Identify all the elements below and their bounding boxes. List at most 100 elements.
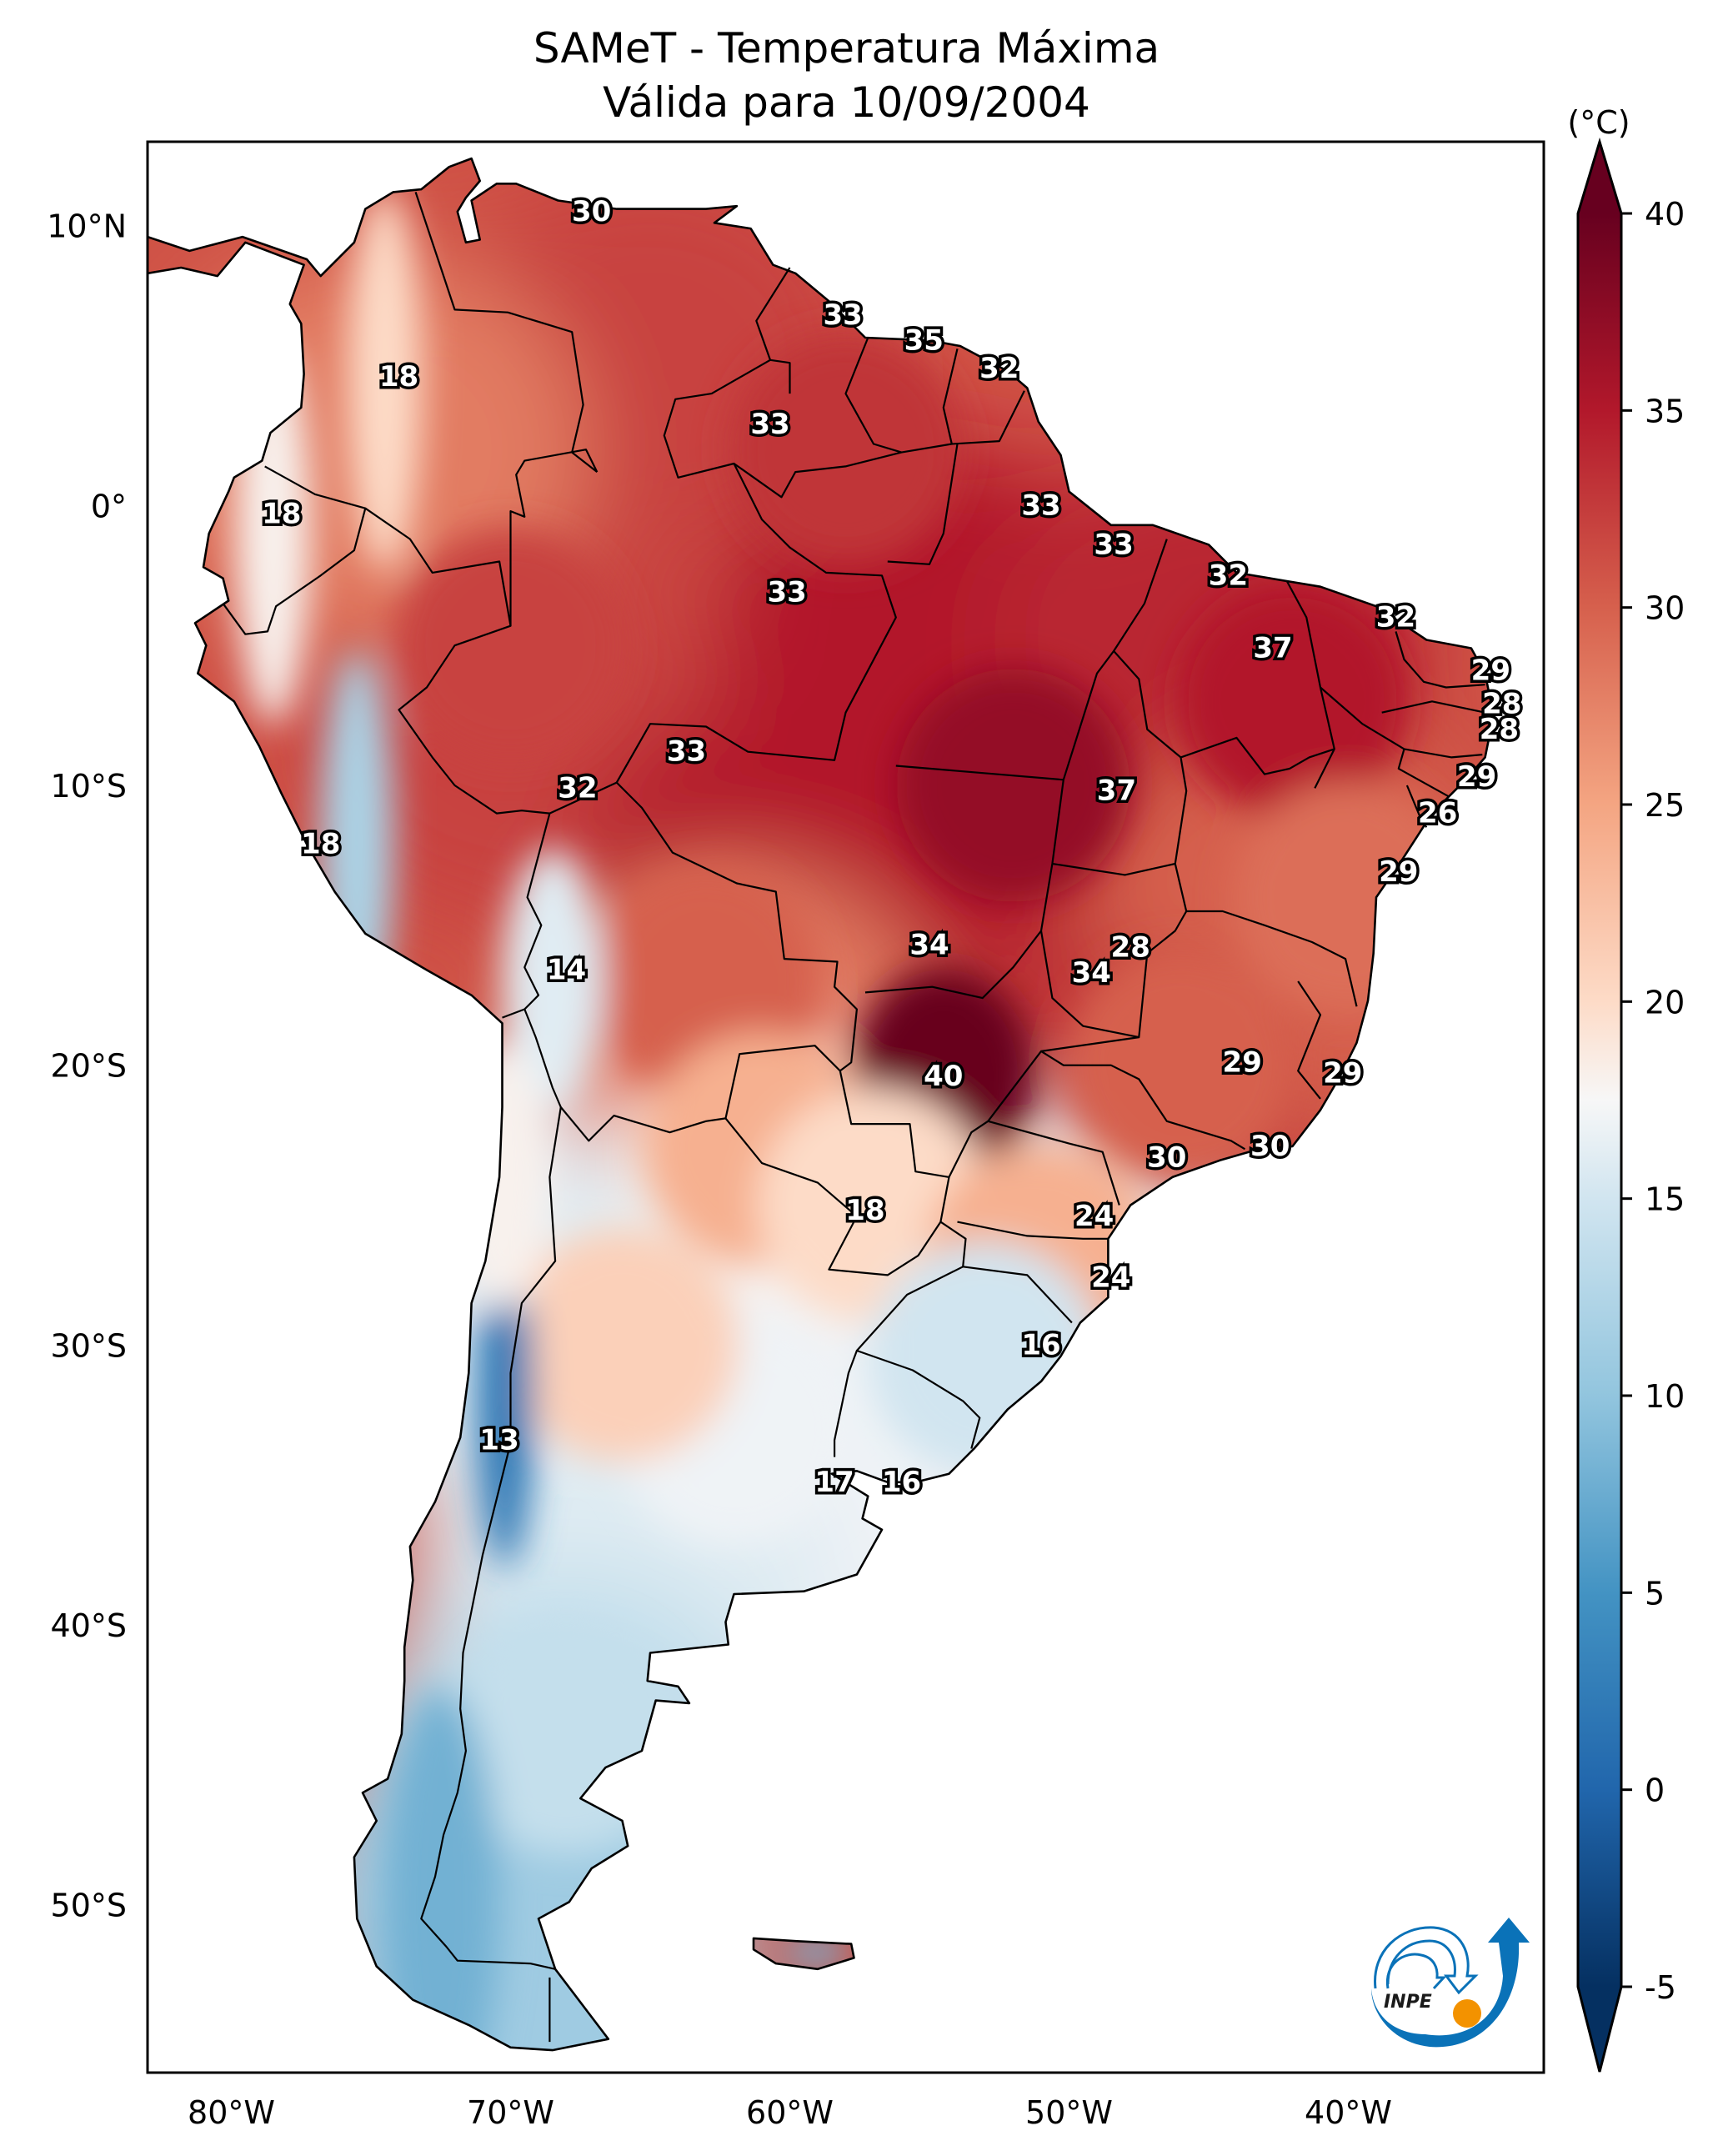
- colorbar-tick-label: -5: [1645, 1969, 1676, 2006]
- contour-label: 33: [1021, 489, 1060, 522]
- border-line: [1397, 749, 1450, 798]
- x-tick-label: 40°W: [1305, 2094, 1392, 2131]
- y-tick-label: 20°S: [51, 1048, 127, 1085]
- contour-label: 30: [1147, 1141, 1186, 1174]
- contour-label: 26: [1418, 797, 1457, 830]
- contour-label: 28: [1482, 688, 1521, 721]
- border-line: [615, 463, 897, 784]
- contour-label: 32: [1376, 601, 1415, 634]
- contour-label: 13: [479, 1423, 518, 1457]
- contour-label: 40: [924, 1060, 963, 1093]
- contour-label: 33: [750, 408, 789, 441]
- field-region-altiplano: [502, 847, 603, 1115]
- border-line: [398, 449, 858, 1072]
- y-tick-label: 0°: [91, 488, 127, 524]
- contour-label: 29: [1457, 760, 1496, 794]
- colorbar: (°C) 40 35 30 25 20 15 10 5 0 -5: [1567, 104, 1685, 2073]
- border-line: [1180, 736, 1335, 775]
- border-line: [864, 765, 1064, 1000]
- border-line: [222, 465, 367, 635]
- field-region-amazon-north: [729, 333, 963, 567]
- border-line: [1040, 1050, 1246, 1151]
- inner-orbit-icon: [1385, 1953, 1447, 1990]
- contour-label: 18: [379, 360, 418, 394]
- contour-label: 29: [1223, 1045, 1262, 1079]
- border-line: [1052, 862, 1176, 876]
- colorbar-tick-label: 10: [1645, 1378, 1685, 1415]
- chart-title: SAMeT - Temperatura Máxima: [533, 24, 1160, 73]
- field-region-northeast-brazil: [1175, 584, 1410, 819]
- x-tick-label: 60°W: [746, 2094, 834, 2131]
- contour-label: 30: [572, 195, 611, 228]
- x-axis: 80°W 70°W 60°W 50°W 40°W: [188, 2094, 1392, 2131]
- contour-label: 18: [262, 497, 301, 530]
- contour-label: 34: [1072, 956, 1111, 990]
- y-tick-label: 40°S: [51, 1607, 127, 1644]
- contour-label: 32: [979, 352, 1019, 385]
- field-region-cuyo: [505, 1228, 739, 1462]
- contour-label: 32: [558, 771, 597, 805]
- contour-label: 34: [909, 928, 949, 961]
- border-line: [1395, 631, 1485, 689]
- y-tick-label: 50°S: [51, 1888, 127, 1924]
- plot-frame: [146, 140, 1545, 2074]
- inpe-logo: INPE: [1371, 1918, 1530, 2048]
- border-line: [942, 348, 959, 444]
- field-region-west-amazon: [393, 529, 628, 763]
- border-line: [414, 192, 598, 473]
- x-tick-label: 80°W: [188, 2094, 275, 2131]
- chart-subtitle: Válida para 10/09/2004: [603, 78, 1090, 127]
- field-region-central-brazil: [896, 669, 1130, 902]
- colorbar-label: (°C): [1567, 104, 1630, 141]
- contour-label: 24: [1091, 1261, 1130, 1295]
- border-line: [834, 1221, 967, 1457]
- y-tick-label: 30°S: [51, 1327, 127, 1364]
- border-line: [887, 444, 959, 565]
- colorbar-tick-label: 25: [1645, 787, 1685, 824]
- arrow-swoosh-icon: [1371, 1918, 1530, 2048]
- contour-label: 18: [845, 1194, 884, 1227]
- border-line: [1297, 980, 1322, 1100]
- border-line: [420, 1106, 562, 1970]
- contour-label: 33: [667, 735, 706, 769]
- field-region-colombia-andes: [347, 188, 423, 572]
- y-axis: 10°N 0° 10°S 20°S 30°S 40°S 50°S: [47, 208, 127, 1924]
- x-tick-label: 70°W: [467, 2094, 554, 2131]
- colorbar-tick-label: 0: [1645, 1772, 1665, 1809]
- colorbar-scale: [1576, 137, 1623, 2073]
- border-line: [724, 1070, 950, 1276]
- border-line: [856, 1349, 981, 1449]
- contour-label: 28: [1111, 931, 1150, 965]
- border-line: [1381, 700, 1485, 714]
- contour-label: 28: [1480, 713, 1519, 746]
- colorbar-tick-label: 5: [1645, 1575, 1665, 1612]
- colorbar-tick-label: 15: [1645, 1181, 1685, 1218]
- political-borders: [222, 192, 1485, 2043]
- border-line: [502, 1008, 525, 1019]
- contour-label: 18: [301, 827, 340, 860]
- colorbar-tick-label: 30: [1645, 590, 1685, 627]
- border-line: [988, 1120, 1120, 1206]
- contour-label: 29: [1471, 654, 1510, 687]
- orbit-arrow-icon: [1374, 1926, 1479, 1995]
- falkland-islands: [752, 1937, 855, 1971]
- coastline: [148, 157, 1495, 2052]
- contour-label: 32: [1209, 559, 1248, 592]
- contour-label: 33: [767, 575, 806, 609]
- colorbar-tick-label: 40: [1645, 196, 1685, 233]
- x-tick-label: 50°W: [1025, 2094, 1113, 2131]
- field-region-southeast-brazil: [1064, 948, 1298, 1182]
- border-line: [963, 1266, 1073, 1324]
- sun-icon: [1453, 1999, 1481, 2028]
- border-line: [844, 337, 902, 454]
- contour-label: 35: [904, 323, 944, 357]
- border-line: [364, 507, 512, 626]
- contour-label: 29: [1379, 855, 1418, 889]
- border-line: [1062, 649, 1188, 865]
- y-tick-label: 10°N: [47, 208, 127, 245]
- border-line: [663, 358, 1025, 499]
- border-line: [1405, 785, 1428, 828]
- contour-label: 33: [1094, 528, 1133, 561]
